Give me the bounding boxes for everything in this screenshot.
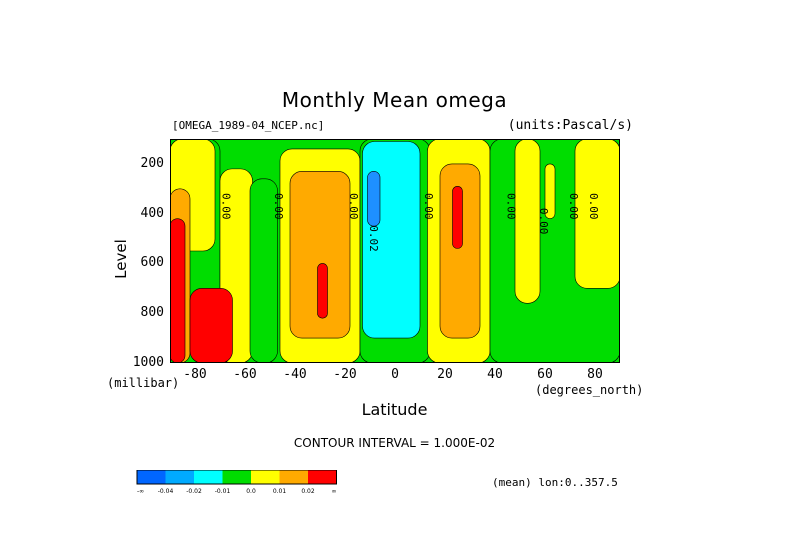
contour-label: 0.00 [422, 193, 435, 220]
contour-region-red [452, 185, 463, 249]
chart-title: Monthly Mean omega [281, 88, 508, 112]
contour-region-orange [439, 163, 481, 339]
x-tick-label: -80 [183, 367, 207, 382]
colorbar-cell [194, 470, 223, 484]
colorbar-cell [165, 470, 194, 484]
contour-label: 0.02 [367, 225, 380, 252]
contour-label: 0.00 [347, 193, 360, 220]
x-tick-label: -40 [283, 367, 307, 382]
colorbar-label: 0.01 [273, 488, 287, 495]
units-label: (units:Pascal/s) [507, 118, 633, 133]
colorbar-cell [251, 470, 280, 484]
contour-region-green [249, 178, 278, 363]
contour-region-orange [289, 171, 351, 339]
x-axis-label: Latitude [361, 400, 428, 419]
plot-area: 0.00 0.00 0.00 0.02 0.00 0.00 0.00 0.00 0.00 [170, 139, 620, 363]
contour-region-yellow [574, 139, 620, 289]
contour-region-red [189, 288, 233, 363]
x-tick-label: -20 [333, 367, 357, 382]
y-tick-label: 800 [140, 305, 164, 321]
x-tick-label: 20 [437, 367, 453, 382]
contour-region-yellow [514, 139, 541, 304]
y-tick-label: 1000 [132, 355, 164, 370]
colorbar-label: -0.02 [186, 488, 202, 495]
colorbar-label: -0.04 [158, 488, 174, 495]
file-label: [OMEGA_1989-04_NCEP.nc] [172, 119, 325, 132]
colorbar-label: 0.0 [246, 488, 256, 495]
colorbar-label: -0.01 [215, 488, 231, 495]
colorbar-label: 0.02 [301, 488, 315, 495]
x-tick-label: 80 [587, 367, 603, 382]
colorbar-label: -∞ [137, 488, 144, 495]
colorbar: -∞ -0.04 -0.02 -0.01 0.0 0.01 0.02 ∞ [136, 470, 337, 495]
colorbar-label: ∞ [332, 488, 337, 495]
contour-region-blue [367, 171, 381, 227]
x-tick-label: -60 [233, 367, 257, 382]
plot-frame [170, 139, 620, 363]
y-axis-units: (millibar) [107, 376, 180, 390]
contour-region-red [170, 218, 186, 363]
contour-label: 0.00 [272, 193, 285, 220]
y-tick-label: 600 [140, 255, 164, 271]
contour-region-yellow [544, 163, 556, 219]
colorbar-frame [136, 470, 337, 485]
x-tick-label: 60 [537, 367, 553, 382]
contour-label: 0.00 [537, 208, 550, 235]
contour-label: 0.00 [567, 193, 580, 220]
colorbar-cell [279, 470, 308, 484]
contour-label: 0.00 [505, 193, 518, 220]
colorbar-cell [137, 470, 166, 484]
contour-label: 0.00 [587, 193, 600, 220]
y-tick-label: 400 [140, 205, 164, 221]
contour-interval: CONTOUR INTERVAL = 1.000E-02 [293, 436, 496, 450]
x-tick-label: 40 [487, 367, 503, 382]
colorbar-cell [222, 470, 251, 484]
contour-label: 0.00 [220, 193, 233, 220]
y-tick-label: 200 [140, 155, 164, 171]
mean-longitude-label: (mean) lon:0..357.5 [492, 476, 618, 489]
x-axis-units: (degrees_north) [535, 383, 644, 397]
colorbar-cell [308, 470, 337, 484]
x-tick-label: 0 [391, 367, 399, 382]
contour-region-red [317, 263, 328, 319]
